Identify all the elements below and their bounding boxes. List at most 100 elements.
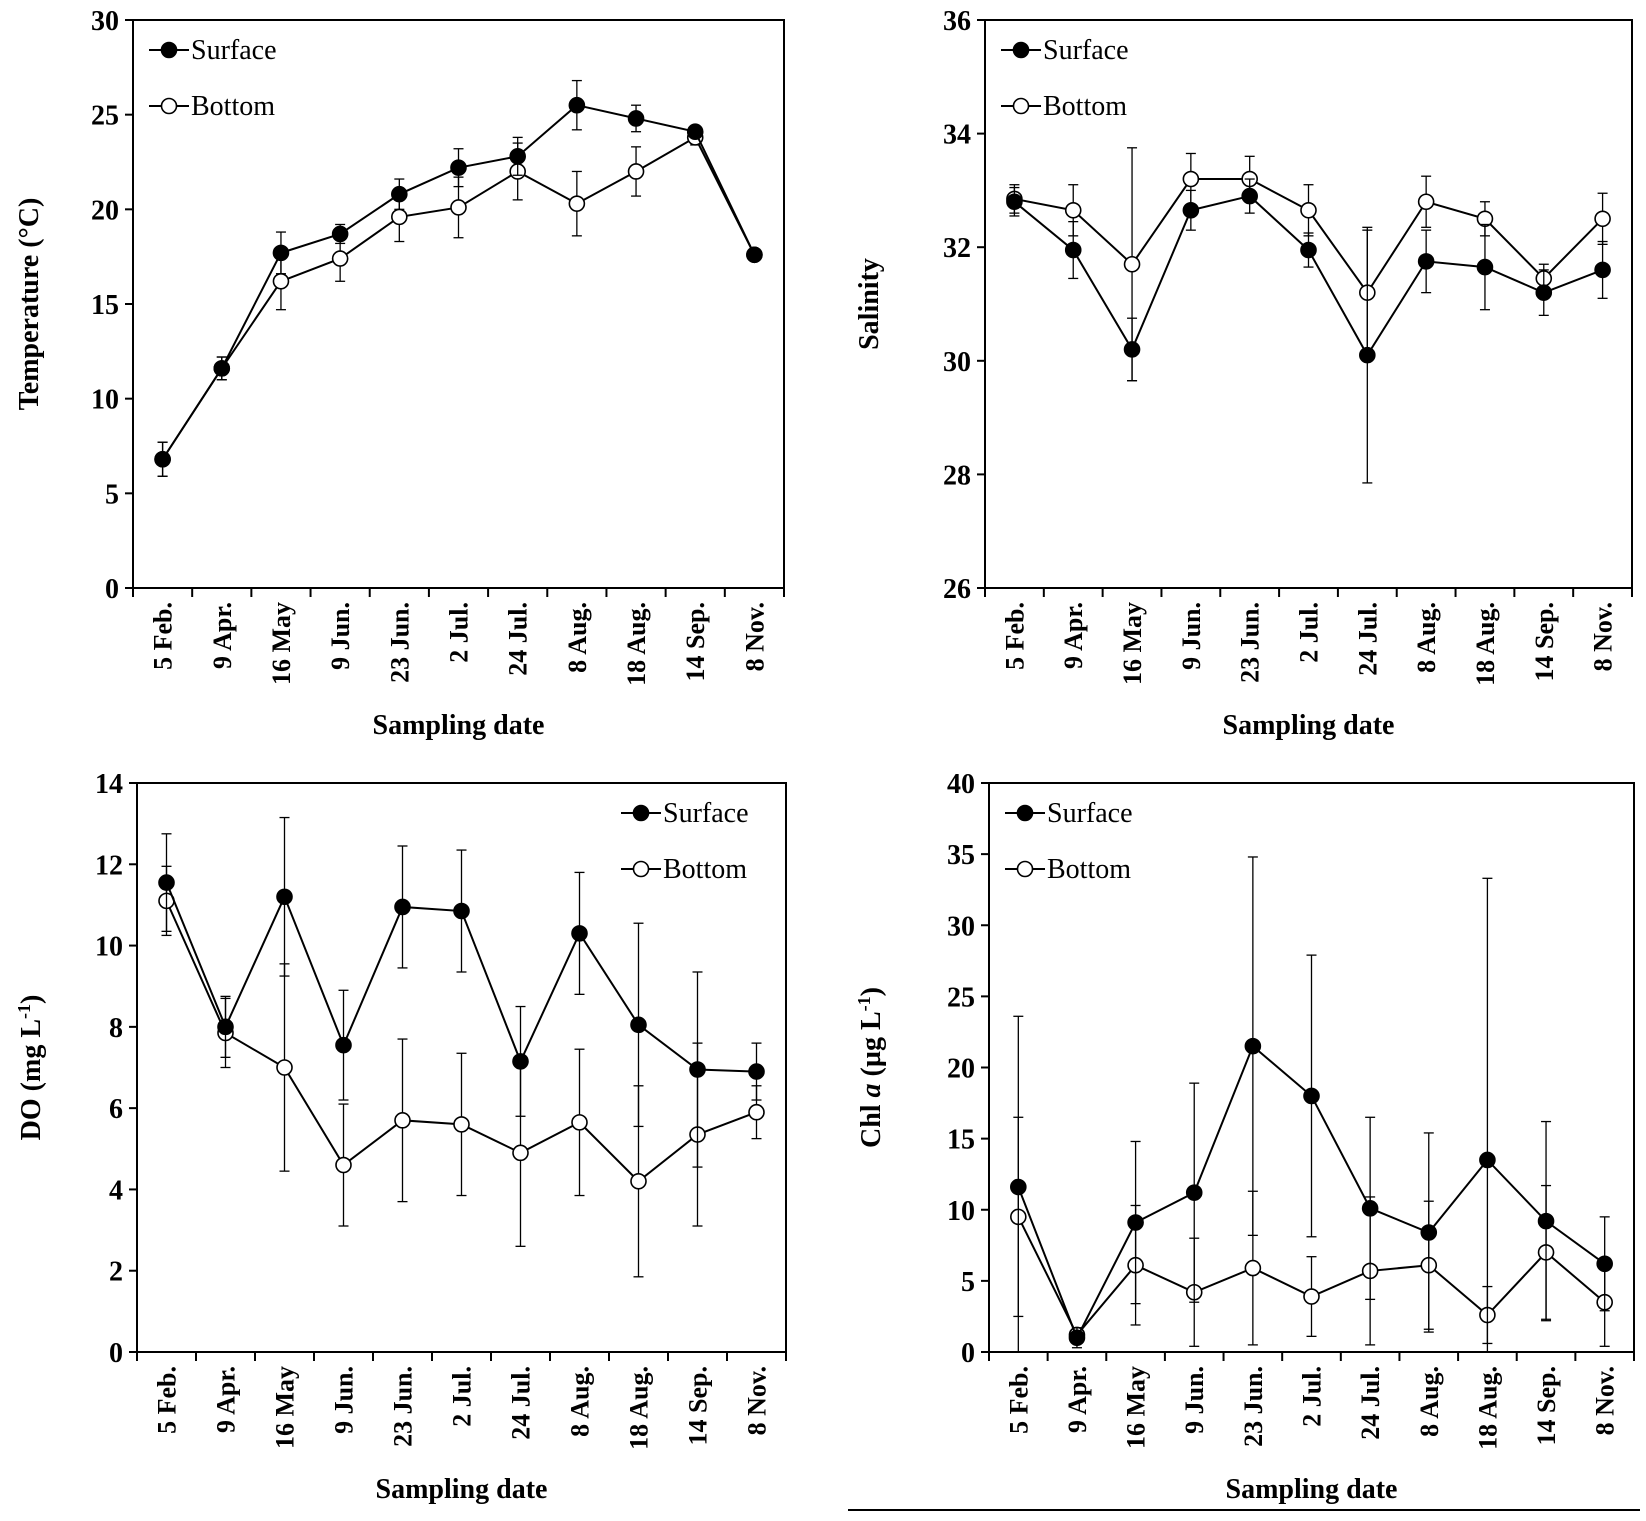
x-tick-label: 2 Jul. (1298, 1366, 1327, 1427)
y-tick-label: 20 (947, 1054, 975, 1085)
x-tick-label: 9 Apr. (212, 1366, 241, 1433)
y-tick-label: 15 (947, 1125, 975, 1156)
legend: Surface Bottom (1005, 798, 1133, 885)
y-tick-label: 25 (91, 101, 119, 132)
legend-label: Surface (663, 798, 749, 829)
x-tick-label: 23 Jun. (1239, 1366, 1268, 1447)
x-axis-title: Sampling date (1226, 1474, 1398, 1505)
y-tick-label: 15 (91, 290, 119, 321)
legend-marker (160, 97, 178, 115)
x-tick-label: 2 Jul. (448, 1366, 477, 1427)
y-tick-label: 40 (947, 769, 975, 800)
plot-frame (984, 19, 1633, 589)
x-tick-label: 18 Aug. (1473, 1366, 1502, 1450)
data-point (689, 1061, 706, 1078)
data-point (1420, 1224, 1438, 1241)
data-point (1535, 284, 1553, 301)
data-point (213, 360, 231, 377)
data-point (154, 450, 171, 468)
x-tick-label: 2 Jul. (1295, 602, 1324, 663)
x-tick-label: 8 Nov. (1589, 602, 1618, 671)
x-tick-label: 16 May (267, 602, 296, 685)
data-point (1006, 193, 1023, 211)
y-tick-label: 30 (91, 6, 119, 37)
x-tick-label: 24 Jul. (1356, 1366, 1385, 1440)
data-point (453, 902, 470, 920)
legend-label: Bottom (1047, 854, 1131, 885)
y-tick-label: 2 (109, 1257, 123, 1288)
data-point (276, 1059, 293, 1076)
data-point (331, 225, 349, 243)
series-surface (1010, 856, 1613, 1353)
y-tick-label: 8 (109, 1013, 123, 1044)
y-title-part: DO (mg L (16, 1019, 47, 1140)
data-point (627, 110, 645, 127)
y-axis-title: Temperature (°C) (14, 198, 45, 411)
y-tick-label: 30 (947, 911, 975, 942)
y-title-part: (µg L (856, 1011, 887, 1083)
data-point (568, 195, 586, 212)
data-point (1361, 1200, 1379, 1217)
data-point (748, 1103, 765, 1121)
y-tick-label: 35 (947, 840, 975, 871)
legend-label: Surface (1043, 35, 1129, 66)
data-point (512, 1144, 529, 1162)
y-tick-label: 5 (105, 479, 119, 510)
data-point (568, 96, 586, 114)
data-point (1244, 1037, 1262, 1055)
data-point (1300, 241, 1317, 259)
data-point (509, 148, 526, 165)
y-title-italic: a (856, 1083, 887, 1097)
y-title-superscript: -1 (14, 1004, 34, 1019)
y-tick-label: 10 (91, 385, 119, 416)
y-tick-label: 10 (95, 932, 123, 963)
x-tick-label: 2 Jul. (445, 602, 474, 663)
data-point (391, 185, 408, 203)
data-point (627, 163, 645, 180)
y-axis-title: Chl a (µg L-1) (854, 987, 887, 1148)
x-tick-label: 14 Sep. (681, 602, 710, 681)
y-title-superscript: -1 (854, 996, 874, 1011)
x-tick-label: 23 Jun. (389, 1366, 418, 1447)
x-tick-label: 16 May (1122, 1366, 1151, 1449)
x-tick-label: 14 Sep. (1532, 1366, 1561, 1445)
legend: Surface Bottom (621, 798, 749, 885)
data-point (453, 1116, 470, 1133)
y-tick-label: 0 (105, 574, 119, 605)
data-point (1300, 201, 1317, 219)
data-point (394, 898, 411, 916)
data-point (1127, 1214, 1144, 1231)
x-tick-label: 5 Feb. (1004, 1366, 1033, 1434)
x-tick-label: 24 Jul. (504, 602, 533, 676)
y-title-part: Chl (856, 1097, 887, 1148)
data-point (1010, 1178, 1027, 1196)
y-tick-label: 0 (109, 1338, 123, 1369)
data-point (1064, 201, 1082, 219)
y-tick-label: 5 (961, 1267, 975, 1298)
y-tick-label: 10 (947, 1196, 975, 1227)
chart-panel-1: 0 5 10 15 20 25 30 5 Feb. 9 Apr. 16 May 9 Jun. 23 J… (14, 6, 785, 741)
x-tick-label: 14 Sep. (1530, 602, 1559, 681)
y-tick-label: 12 (95, 850, 123, 881)
x-tick-label: 5 Feb. (149, 602, 178, 670)
legend-marker (1016, 860, 1034, 878)
x-tick-label: 9 Jun. (326, 602, 355, 670)
x-tick-label: 18 Aug. (1471, 602, 1500, 686)
x-tick-label: 5 Feb. (1000, 602, 1029, 670)
data-point (1123, 255, 1141, 273)
chart-panel-4: 0 5 10 15 20 25 30 35 40 5 Feb. 9 Apr. 16 May 9 Jun.… (854, 769, 1635, 1505)
legend-label: Surface (191, 35, 277, 66)
data-point (1064, 241, 1082, 259)
legend: Surface Bottom (149, 35, 277, 122)
data-point (1303, 1087, 1320, 1105)
legend-label: Bottom (663, 854, 747, 885)
y-tick-label: 32 (943, 233, 971, 264)
legend-marker (160, 41, 178, 59)
x-tick-label: 18 Aug. (622, 602, 651, 686)
x-tick-label: 9 Apr. (1063, 1366, 1092, 1433)
y-tick-label: 20 (91, 195, 119, 226)
data-point (748, 1063, 765, 1080)
x-tick-label: 24 Jul. (1353, 602, 1382, 676)
data-point (391, 208, 408, 226)
